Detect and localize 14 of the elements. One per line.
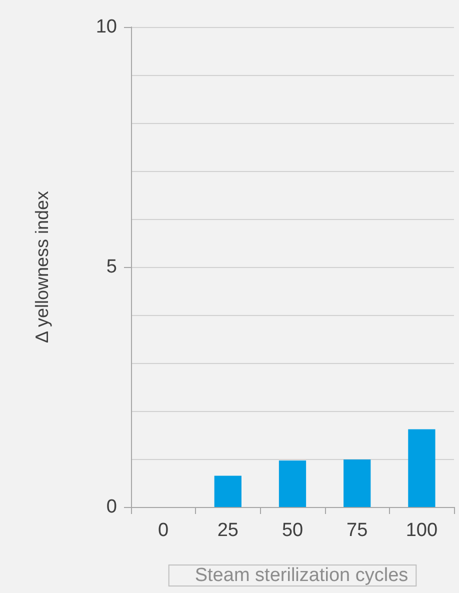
x-tick-label: 0	[158, 520, 169, 541]
x-tick-label: 25	[217, 520, 238, 541]
bar	[408, 429, 436, 507]
bar	[344, 459, 371, 507]
x-tick-label: 100	[406, 520, 438, 541]
x-tick-label: 75	[346, 520, 368, 541]
y-tick-label: 10	[96, 16, 117, 38]
x-axis-title: Steam sterilization cycles	[194, 565, 408, 586]
bar	[214, 476, 242, 507]
bar	[278, 460, 306, 507]
y-tick-label: 0	[106, 496, 117, 518]
y-axis-title: Δ yellowness index	[32, 190, 52, 344]
x-tick-label: 50	[282, 520, 304, 541]
y-tick-label: 5	[106, 256, 117, 278]
